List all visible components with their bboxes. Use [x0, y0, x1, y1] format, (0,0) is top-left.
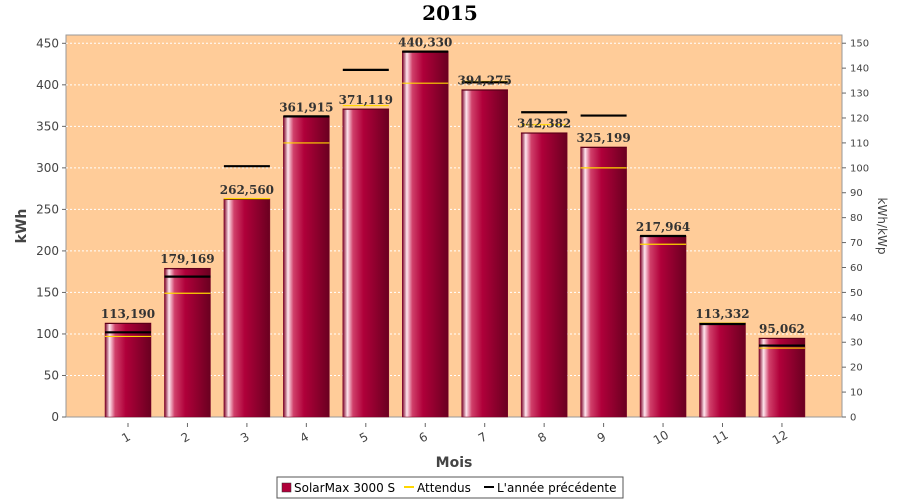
legend: SolarMax 3000 S Attendus L'année précéde… [276, 476, 624, 499]
y-axis-label: kWh [14, 209, 30, 244]
x-axis-label: Mois [436, 455, 473, 471]
bar-month-9 [580, 146, 627, 418]
x-tick-label: 7 [476, 430, 490, 446]
y2-tick-label: 90 [850, 188, 863, 199]
x-tick-label: 1 [119, 430, 133, 446]
bar-month-7 [461, 89, 508, 418]
y2-tick-label: 70 [850, 238, 863, 249]
chart-title: 2015 [422, 1, 478, 25]
value-label-8: 342,382 [517, 117, 571, 131]
bar-month-1 [104, 322, 152, 418]
y2-tick-label: 50 [850, 288, 863, 299]
legend-label-solarmax: SolarMax 3000 S [294, 481, 395, 495]
y2-tick-label: 150 [850, 39, 869, 50]
y2-axis-label: kWh/kWp [875, 198, 889, 255]
y-tick-label: 400 [36, 78, 59, 92]
y2-tick-label: 0 [850, 413, 856, 424]
x-tick-label: 9 [595, 430, 609, 446]
x-tick-label: 6 [416, 430, 430, 446]
legend-label-previous-year: L'année précédente [497, 481, 616, 495]
legend-box [276, 476, 624, 499]
value-label-5: 371,119 [339, 93, 393, 107]
bar-month-11 [699, 322, 746, 418]
y2-tick-label: 110 [850, 138, 869, 149]
y-tick-label: 200 [36, 244, 59, 258]
y2-tick-label: 120 [850, 113, 869, 124]
bar-month-2 [164, 267, 211, 418]
value-label-10: 217,964 [636, 220, 690, 234]
x-tick-label: 2 [179, 430, 193, 446]
bar-month-5 [342, 108, 390, 418]
bar-month-8 [520, 132, 568, 418]
bar-month-4 [283, 116, 330, 418]
value-label-4: 361,915 [279, 100, 333, 114]
bar-month-6 [402, 51, 449, 418]
y2-tick-label: 20 [850, 363, 863, 374]
x-tick-label: 3 [238, 430, 252, 446]
x-axis: 1 2 3 4 5 6 7 8 9 10 11 12 [119, 423, 790, 447]
y-tick-label: 450 [36, 36, 59, 50]
value-label-2: 179,169 [160, 252, 214, 266]
y-axis-right: 0 10 20 30 40 50 60 70 80 90 100 110 120 130 140 150 [842, 39, 869, 424]
x-tick-label: 5 [357, 430, 371, 446]
x-tick-label: 12 [770, 428, 790, 448]
markers [105, 50, 805, 349]
y2-tick-label: 100 [850, 163, 869, 174]
y2-tick-label: 60 [850, 263, 863, 274]
value-label-12: 95,062 [759, 322, 805, 336]
value-label-6: 440,330 [398, 35, 452, 49]
legend-swatch-solarmax [281, 482, 292, 493]
x-tick-label: 10 [651, 428, 671, 448]
bar-month-3 [223, 198, 271, 418]
value-label-3: 262,560 [220, 183, 274, 197]
y-tick-label: 50 [44, 368, 59, 382]
y-tick-label: 0 [51, 410, 59, 424]
y2-tick-label: 80 [850, 213, 863, 224]
y-tick-label: 150 [36, 285, 59, 299]
value-label-7: 394,275 [458, 74, 512, 88]
y2-tick-label: 40 [850, 313, 863, 324]
y-tick-label: 300 [36, 161, 59, 175]
value-labels: 113,190 179,169 262,560 361,915 371,119 440,3… [101, 35, 805, 336]
x-tick-label: 11 [710, 428, 730, 448]
y-tick-label: 100 [36, 327, 59, 341]
y2-tick-label: 140 [850, 64, 869, 75]
y2-tick-label: 10 [850, 388, 863, 399]
legend-label-attendus: Attendus [417, 481, 471, 495]
bars [104, 51, 806, 418]
y-tick-label: 350 [36, 119, 59, 133]
value-label-9: 325,199 [576, 131, 630, 145]
y-axis-left: 0 50 100 150 200 250 300 350 400 450 [36, 36, 66, 424]
bar-month-10 [639, 235, 687, 418]
y-tick-label: 250 [36, 202, 59, 216]
value-label-1: 113,190 [101, 307, 155, 321]
y2-tick-label: 130 [850, 89, 869, 100]
x-tick-label: 8 [535, 430, 549, 446]
value-label-11: 113,332 [695, 307, 749, 321]
x-tick-label: 4 [298, 430, 312, 446]
y2-tick-label: 30 [850, 338, 863, 349]
bar-month-12 [758, 337, 806, 418]
